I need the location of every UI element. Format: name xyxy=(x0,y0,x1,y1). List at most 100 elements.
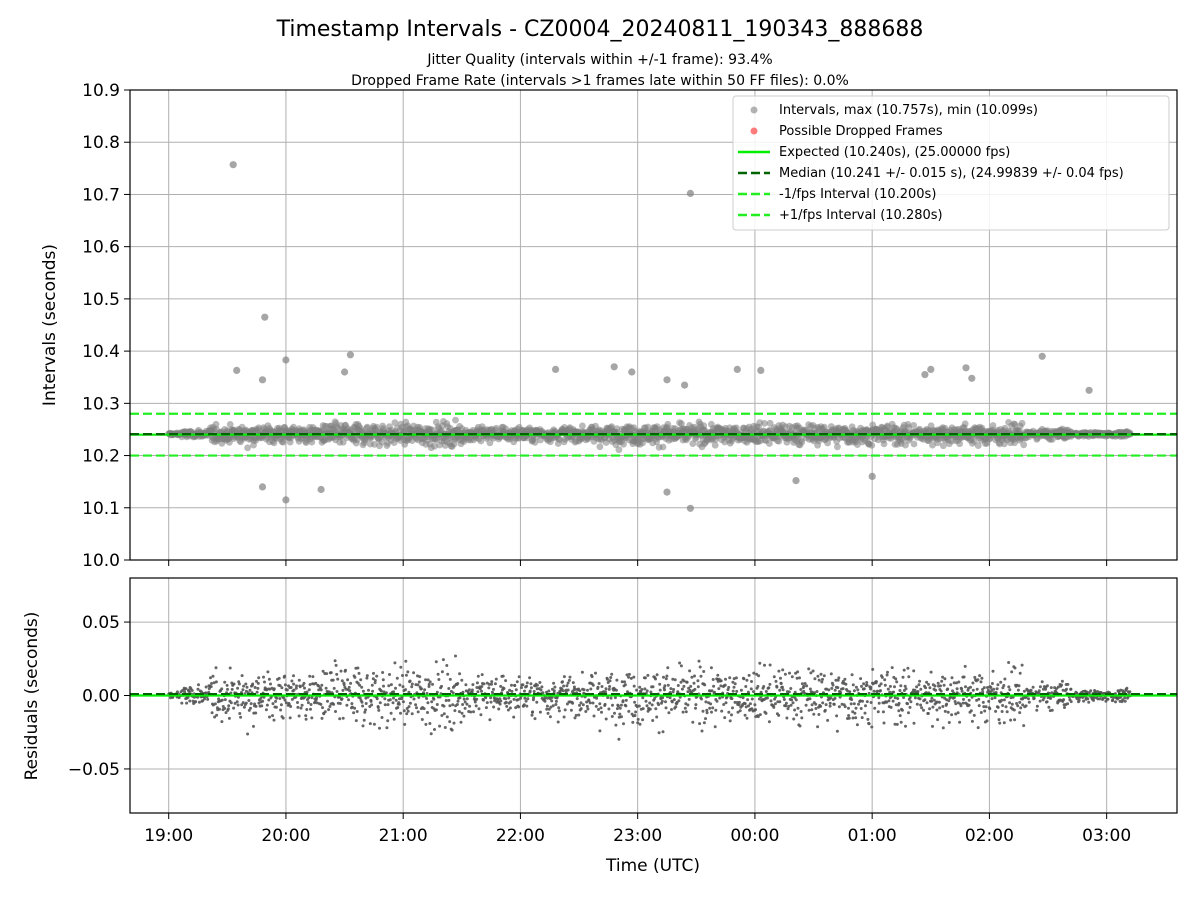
interval-point xyxy=(711,441,719,449)
residual-point xyxy=(691,720,695,724)
residual-point xyxy=(404,673,408,677)
residual-point xyxy=(320,716,324,720)
residual-point xyxy=(641,718,645,722)
residual-point xyxy=(1062,698,1066,702)
residual-point xyxy=(428,680,432,684)
residual-point xyxy=(976,678,980,682)
x-tick-label: 22:00 xyxy=(496,826,545,846)
residual-point xyxy=(525,684,529,688)
residual-point xyxy=(578,689,582,693)
residual-point xyxy=(618,706,622,710)
residual-point xyxy=(470,688,474,692)
residual-point xyxy=(1013,718,1017,722)
residual-point xyxy=(890,666,894,670)
interval-point xyxy=(620,440,627,448)
interval-outlier-point xyxy=(968,374,976,382)
residual-point xyxy=(989,686,993,689)
residual-point xyxy=(188,699,192,703)
residual-point xyxy=(704,700,708,704)
residual-point xyxy=(475,697,479,701)
residual-point xyxy=(930,696,934,700)
residual-point xyxy=(810,708,814,712)
x-tick-label: 03:00 xyxy=(1082,826,1131,846)
residual-point xyxy=(565,684,569,688)
residual-point xyxy=(957,680,961,684)
residual-point xyxy=(645,704,649,708)
residual-point xyxy=(719,684,723,688)
residual-point xyxy=(877,701,881,705)
residual-point xyxy=(194,700,198,704)
residual-point xyxy=(988,707,992,711)
residual-point xyxy=(660,699,664,703)
residual-point xyxy=(817,678,821,682)
residual-point xyxy=(638,722,642,726)
residual-point xyxy=(469,710,473,714)
residual-point xyxy=(1060,679,1064,683)
residual-point xyxy=(275,696,279,700)
residual-point xyxy=(482,698,485,702)
residual-point xyxy=(688,669,692,673)
residual-point xyxy=(623,680,627,684)
residual-point xyxy=(693,674,696,678)
residual-point xyxy=(849,702,853,706)
residual-point xyxy=(383,697,387,701)
residual-point xyxy=(304,717,308,721)
residual-point xyxy=(743,702,747,706)
residual-point xyxy=(939,689,943,693)
interval-outlier-point xyxy=(757,366,765,374)
interval-point xyxy=(910,440,918,448)
residual-point xyxy=(873,706,877,710)
residual-point xyxy=(228,666,232,670)
residual-point xyxy=(489,696,493,700)
residual-point xyxy=(420,687,423,691)
residual-point xyxy=(906,702,909,706)
residual-point xyxy=(943,677,947,681)
residual-point xyxy=(865,683,869,687)
residual-point xyxy=(482,682,486,686)
residual-point xyxy=(335,672,339,676)
residual-point xyxy=(869,686,873,689)
residual-point xyxy=(347,698,350,702)
residual-point xyxy=(432,697,436,701)
x-tick-label: 21:00 xyxy=(379,826,428,846)
residual-point xyxy=(750,680,753,683)
residual-point xyxy=(586,688,589,692)
residual-point xyxy=(375,697,379,701)
residual-point xyxy=(648,707,652,711)
residual-point xyxy=(324,686,328,690)
residual-point xyxy=(406,670,410,674)
residual-point xyxy=(816,674,820,678)
residual-point xyxy=(361,724,365,728)
residual-point xyxy=(777,669,781,673)
residual-point xyxy=(668,696,672,700)
residual-point xyxy=(535,683,539,687)
residual-point xyxy=(854,716,858,720)
residual-point xyxy=(934,688,938,692)
residual-point xyxy=(946,710,950,714)
residual-point xyxy=(826,718,830,722)
residual-point xyxy=(296,705,300,709)
residual-point xyxy=(414,703,418,707)
interval-point xyxy=(664,420,672,428)
residual-point xyxy=(664,677,668,681)
residual-point xyxy=(451,691,455,695)
residual-point xyxy=(218,707,221,711)
residual-point xyxy=(847,716,851,720)
residual-point xyxy=(535,700,539,704)
residual-point xyxy=(711,678,715,681)
residual-point xyxy=(552,689,556,693)
residual-point xyxy=(360,685,364,689)
residual-point xyxy=(1063,706,1066,709)
residual-point xyxy=(819,704,823,708)
interval-point xyxy=(834,443,841,451)
residual-point xyxy=(1040,680,1044,684)
residual-point xyxy=(859,677,863,681)
residual-point xyxy=(696,679,700,683)
residual-point xyxy=(1065,687,1068,691)
residual-point xyxy=(377,708,381,712)
residual-point xyxy=(567,678,571,682)
residual-point xyxy=(823,708,827,712)
residual-point xyxy=(943,709,947,713)
residual-point xyxy=(672,698,676,702)
